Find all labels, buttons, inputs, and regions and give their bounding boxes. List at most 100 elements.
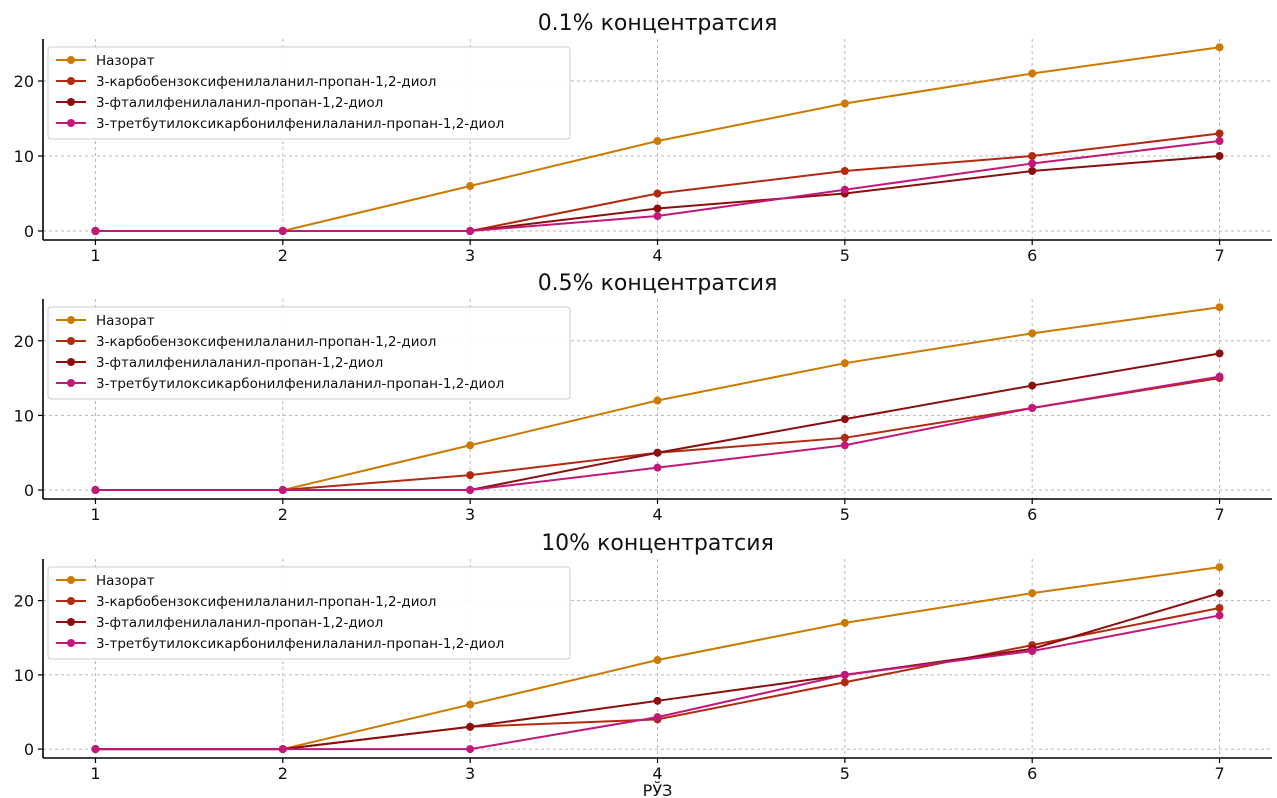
data-point: [1028, 589, 1037, 598]
legend-label: 3-карбобензоксифенилаланил-пропан-1,2-ди…: [96, 594, 436, 610]
data-point: [840, 415, 849, 424]
x-tick-label: 3: [465, 505, 475, 524]
data-point: [653, 448, 662, 457]
chart-title: 0.5% концентратсия: [538, 271, 778, 296]
data-point: [466, 722, 475, 731]
y-tick-label: 20: [14, 592, 34, 611]
chart-title: 10% концентратсия: [541, 531, 774, 556]
x-axis-label: РЎЗ: [643, 781, 673, 798]
x-tick-label: 1: [90, 505, 100, 524]
x-tick-label: 1: [90, 246, 100, 265]
data-point: [840, 618, 849, 627]
y-tick-label: 0: [24, 481, 34, 500]
x-tick-label: 6: [1027, 246, 1037, 265]
legend-label: 3-третбутилоксикарбонилфенилаланил-пропа…: [96, 116, 504, 132]
legend: Назорат 3-карбобензоксифенилаланил-пропан…: [47, 306, 571, 400]
x-tick-label: 5: [840, 505, 850, 524]
data-point: [278, 227, 287, 235]
y-tick-label: 10: [14, 666, 34, 685]
y-tick-label: 20: [14, 72, 34, 91]
y-tick-label: 20: [14, 332, 34, 351]
data-point: [1028, 152, 1037, 160]
data-point: [840, 441, 849, 450]
data-point: [1215, 43, 1224, 52]
legend-label: Назорат: [96, 313, 155, 329]
data-point: [653, 655, 662, 664]
data-point: [653, 713, 662, 722]
legend-box: [47, 46, 571, 140]
data-point: [91, 486, 100, 495]
legend-label: 3-фталилфенилаланил-пропан-1,2-диол: [96, 95, 383, 111]
data-point: [1215, 129, 1224, 138]
data-point: [653, 696, 662, 705]
legend-marker: [67, 358, 75, 366]
legend-marker: [67, 56, 75, 64]
legend-label: 3-фталилфенилаланил-пропан-1,2-диол: [96, 355, 383, 371]
x-tick-label: 5: [840, 246, 850, 265]
y-tick-label: 0: [24, 740, 34, 759]
data-point: [1215, 372, 1224, 381]
legend-marker: [67, 119, 75, 127]
data-point: [840, 678, 849, 687]
data-point: [1028, 69, 1037, 78]
x-tick-label: 4: [652, 764, 662, 783]
x-tick-label: 3: [465, 246, 475, 265]
data-point: [840, 433, 849, 442]
legend: Назорат 3-карбобензоксифенилаланил-пропан…: [47, 46, 571, 140]
data-point: [1028, 403, 1037, 412]
legend-marker: [67, 77, 75, 85]
data-point: [91, 745, 100, 754]
legend-marker: [67, 639, 75, 647]
legend-label: 3-третбутилоксикарбонилфенилаланил-пропа…: [96, 636, 504, 652]
data-point: [1215, 563, 1224, 572]
legend-marker: [67, 98, 75, 106]
data-point: [466, 486, 475, 495]
data-point: [1215, 611, 1224, 620]
chart-panel-1: 0.1% концентратсия 1 2 3 4 5 6 7 0 10 20 Назорат 3-к…: [14, 11, 1272, 265]
legend: Назорат 3-карбобензоксифенилаланил-пропан…: [47, 566, 571, 660]
x-tick-label: 6: [1027, 505, 1037, 524]
data-point: [653, 204, 662, 213]
data-point: [653, 137, 662, 145]
y-tick-label: 10: [14, 147, 34, 166]
data-point: [1028, 329, 1037, 338]
legend-label: 3-карбобензоксифенилаланил-пропан-1,2-ди…: [96, 334, 436, 350]
data-point: [1028, 159, 1037, 168]
x-tick-label: 2: [278, 246, 288, 265]
legend-marker: [67, 576, 75, 584]
data-point: [1215, 604, 1224, 613]
x-tick-label: 7: [1214, 246, 1224, 265]
y-tick-label: 10: [14, 406, 34, 425]
legend-box: [47, 306, 571, 400]
data-point: [466, 471, 475, 480]
data-point: [840, 185, 849, 194]
x-tick-label: 5: [840, 764, 850, 783]
data-point: [278, 486, 287, 495]
data-point: [653, 212, 662, 220]
legend-label: Назорат: [96, 53, 155, 69]
data-point: [1028, 167, 1037, 175]
legend-marker: [67, 618, 75, 626]
legend-marker: [67, 597, 75, 605]
legend-label: 3-третбутилоксикарбонилфенилаланил-пропа…: [96, 376, 504, 392]
legend-box: [47, 566, 571, 660]
data-point: [1215, 137, 1224, 145]
data-point: [653, 189, 662, 198]
data-point: [1215, 152, 1224, 160]
legend-marker: [67, 316, 75, 324]
x-tick-label: 4: [652, 246, 662, 265]
data-point: [466, 700, 475, 709]
y-tick-label: 0: [24, 222, 34, 241]
x-tick-label: 7: [1214, 505, 1224, 524]
data-point: [91, 227, 100, 235]
legend-label: 3-фталилфенилаланил-пропан-1,2-диол: [96, 615, 383, 631]
data-point: [1215, 303, 1224, 312]
data-point: [653, 463, 662, 472]
data-point: [1028, 647, 1037, 656]
data-point: [1215, 349, 1224, 358]
legend-label: Назорат: [96, 573, 155, 589]
data-point: [278, 745, 287, 754]
chart-panel-3: 10% концентратсия 1 2 3 4 5 6 7 0 10 20 Назорат 3-ка…: [14, 531, 1272, 798]
data-point: [466, 227, 475, 235]
chart-panel-2: 0.5% концентратсия 1 2 3 4 5 6 7 0 10 20 Назорат 3-к…: [14, 271, 1272, 524]
